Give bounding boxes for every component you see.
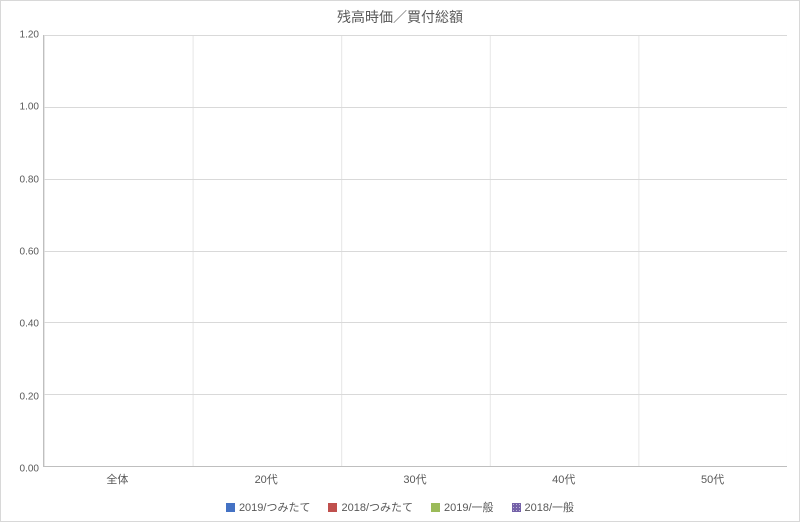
y-tick-label: 1.20 xyxy=(7,30,39,41)
gridline xyxy=(44,35,787,36)
gridline xyxy=(44,394,787,395)
y-tick-label: 0.60 xyxy=(7,247,39,258)
legend-swatch xyxy=(431,503,440,512)
legend-swatch xyxy=(226,503,235,512)
y-tick-label: 0.20 xyxy=(7,391,39,402)
legend-swatch xyxy=(328,503,337,512)
legend-item: 2019/つみたて xyxy=(226,499,311,515)
chart-container: 残高時価／買付総額 全体20代30代40代50代 2019/つみたて 2018/つ… xyxy=(0,0,800,522)
chart-title: 残高時価／買付総額 xyxy=(1,7,799,27)
y-tick-label: 1.00 xyxy=(7,102,39,113)
x-tick-label: 40代 xyxy=(489,471,638,487)
legend-item: 2018/一般 xyxy=(512,499,575,515)
gridline xyxy=(44,179,787,180)
legend-label: 2019/一般 xyxy=(444,499,494,515)
legend: 2019/つみたて 2018/つみたて 2019/一般 2018/一般 xyxy=(1,499,799,515)
legend-label: 2019/つみたて xyxy=(239,499,311,515)
gridline xyxy=(44,322,787,323)
x-tick-label: 20代 xyxy=(192,471,341,487)
legend-item: 2018/つみたて xyxy=(328,499,413,515)
y-tick-label: 0.40 xyxy=(7,319,39,330)
legend-item: 2019/一般 xyxy=(431,499,494,515)
gridline xyxy=(44,251,787,252)
x-axis-labels: 全体20代30代40代50代 xyxy=(43,471,787,487)
legend-label: 2018/一般 xyxy=(525,499,575,515)
legend-label: 2018/つみたて xyxy=(341,499,413,515)
x-tick-label: 全体 xyxy=(43,471,192,487)
y-tick-label: 0.80 xyxy=(7,174,39,185)
x-tick-label: 50代 xyxy=(638,471,787,487)
plot-area xyxy=(43,35,787,467)
gridline xyxy=(44,107,787,108)
x-tick-label: 30代 xyxy=(341,471,490,487)
legend-swatch xyxy=(512,503,521,512)
y-tick-label: 0.00 xyxy=(7,464,39,475)
